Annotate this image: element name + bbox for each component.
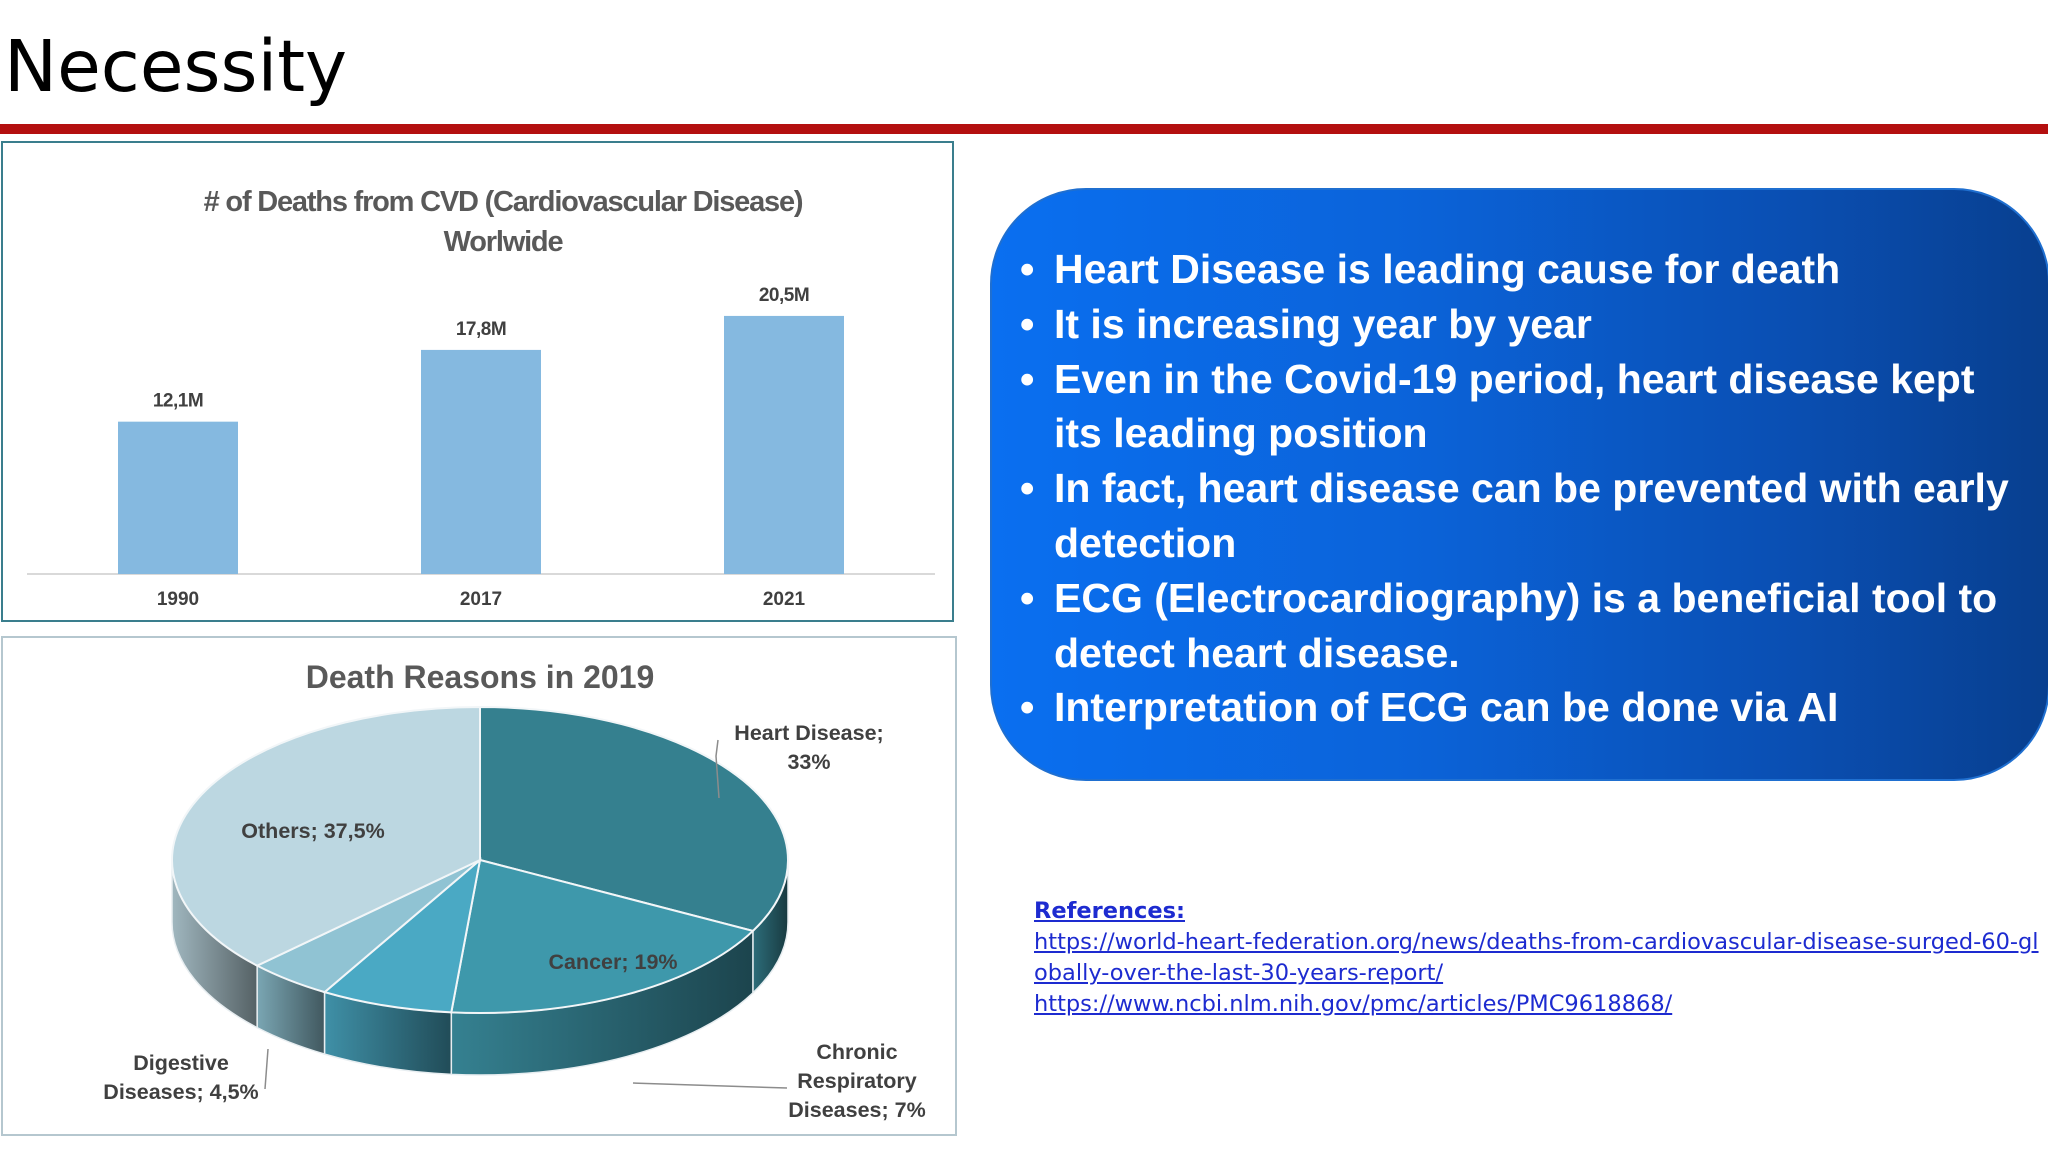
key-point-3: • Even in the Covid-19 period, heart dise…	[1020, 352, 2030, 462]
data-label-2021: 20,5M	[759, 285, 809, 306]
key-point-1: • Heart Disease is leading cause for deat…	[1020, 242, 2030, 297]
bullet-icon: •	[1020, 300, 1035, 347]
tick-label-2021: 2021	[763, 589, 806, 610]
leader-line-0	[715, 739, 720, 799]
bullet-icon: •	[1020, 355, 1035, 402]
pie-data-label-0: 33%	[787, 750, 830, 774]
key-point-text: Interpretation of ECG can be done via AI	[1054, 684, 1839, 731]
bar-2021	[724, 315, 844, 574]
pie-slice-heart-disease	[479, 705, 789, 933]
key-point-text: It is increasing year by year	[1054, 300, 1592, 347]
pie-chart-title: Death Reasons in 2019	[306, 659, 655, 695]
key-point-text: ECG (Electrocardiography) is a beneficia…	[1054, 574, 1998, 676]
pie-data-label-2: Chronic	[816, 1040, 897, 1064]
key-point-5: • ECG (Electrocardiography) is a benefici…	[1020, 571, 2030, 681]
key-point-4: • In fact, heart disease can be prevente…	[1020, 461, 2030, 571]
key-point-text: Heart Disease is leading cause for death	[1054, 246, 1841, 292]
key-point-text: Even in the Covid-19 period, heart disea…	[1054, 355, 1975, 457]
bullet-icon: •	[1020, 465, 1035, 512]
key-points-box: • Heart Disease is leading cause for deat…	[990, 188, 2048, 781]
bullet-icon: •	[1020, 684, 1035, 731]
tick-label-1990: 1990	[157, 589, 199, 610]
pie-slice-others	[171, 705, 481, 967]
bar-2017	[421, 349, 541, 574]
bar-1990	[118, 421, 238, 574]
key-point-2: • It is increasing year by year	[1020, 297, 2030, 352]
pie-slice-chronic-respiratory-diseases	[322, 857, 482, 1014]
pie-data-label-0: Heart Disease;	[734, 721, 883, 745]
slide-title: Necessity	[4, 25, 348, 108]
data-label-1990: 12,1M	[153, 391, 203, 412]
bullet-icon: •	[1020, 574, 1035, 621]
reference-link-ncbi[interactable]: https://www.ncbi.nlm.nih.gov/pmc/article…	[1034, 991, 1673, 1017]
key-point-text: In fact, heart disease can be prevented …	[1054, 465, 2009, 566]
references-heading: References:	[1034, 898, 1185, 924]
chart-title-line-2: Worlwide	[444, 226, 564, 258]
pie-data-label-2: Diseases; 7%	[788, 1098, 925, 1122]
pie-data-label-2: Respiratory	[797, 1069, 917, 1093]
pie-data-label-3: Diseases; 4,5%	[103, 1080, 258, 1104]
key-points-list: • Heart Disease is leading cause for deat…	[1020, 242, 2030, 735]
data-label-2017: 17,8M	[456, 319, 506, 340]
chart-title-line-1: # of Deaths from CVD (Cardiovascular Dis…	[204, 186, 803, 218]
title-divider	[0, 124, 2048, 134]
death-reasons-pie-chart-panel: Death Reasons in 2019 Heart Disease; 33% Ca…	[1, 636, 957, 1136]
death-reasons-pie-chart: Death Reasons in 2019 Heart Disease; 33% Ca…	[103, 659, 925, 1122]
deaths-bar-chart: # of Deaths from CVD (Cardiovascular Dis…	[27, 186, 935, 610]
reference-link-world-heart-federation[interactable]: https://world-heart-federation.org/news/…	[1034, 929, 2039, 986]
deaths-bar-chart-panel: # of Deaths from CVD (Cardiovascular Dis…	[1, 141, 954, 622]
leader-line-3	[264, 1048, 269, 1090]
key-point-6: • Interpretation of ECG can be done via A…	[1020, 680, 2030, 735]
pie-data-label-1: Cancer; 19%	[548, 950, 677, 974]
references: References: https://world-heart-federati…	[1034, 896, 2048, 1020]
pie-data-label-3: Digestive	[133, 1051, 229, 1075]
tick-label-2017: 2017	[460, 589, 502, 610]
pie-data-label-4: Others; 37,5%	[241, 819, 384, 843]
pie-slice-cancer	[450, 858, 755, 1014]
bullet-icon: •	[1020, 246, 1035, 292]
leader-line-2	[632, 1082, 788, 1089]
